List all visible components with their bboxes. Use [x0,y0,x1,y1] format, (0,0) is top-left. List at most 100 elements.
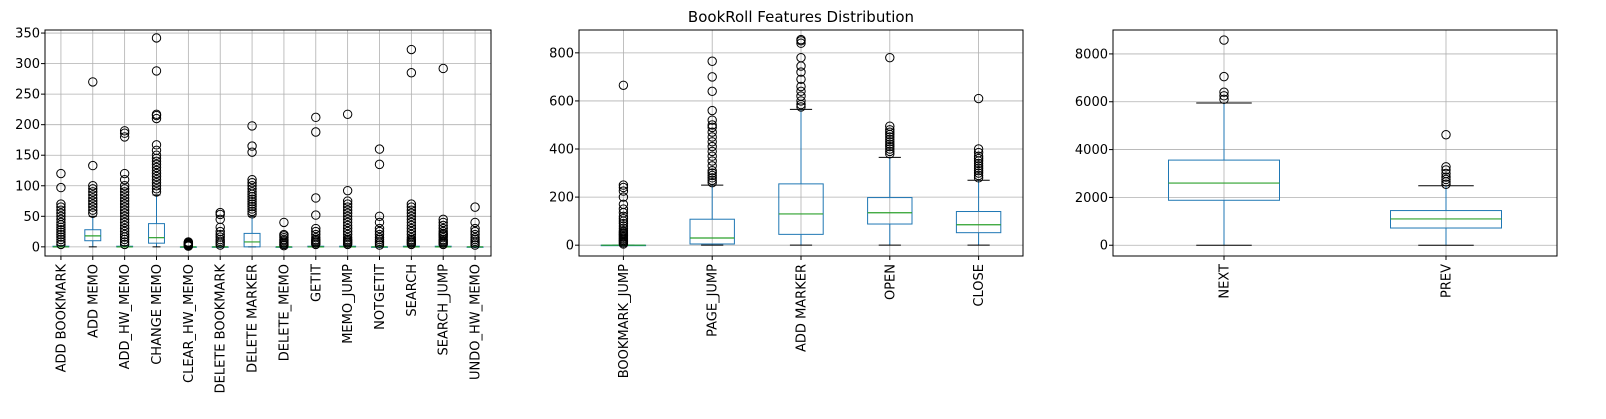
outlier-point [885,132,895,142]
outlier-point [151,184,162,194]
outlier-point [56,234,66,245]
outlier-point [885,144,895,154]
outlier-point [470,217,480,228]
outlier-point [247,121,257,131]
outlier-point [1219,91,1229,101]
x-tick-label: MEMO_JUMP [341,264,356,344]
outlier-point [247,147,257,157]
outlier-point [342,211,353,221]
outlier-point [438,63,448,74]
outlier-point [342,196,353,206]
iqr-box [84,229,102,242]
outlier-point [119,214,130,225]
x-tick-label: PREV [1440,264,1455,298]
x-tick-label: CLEAR_HW_MEMO [182,264,197,383]
box-getit [307,112,325,250]
outlier-point [247,204,257,214]
outlier-point [374,159,385,170]
outlier-point [342,217,353,228]
outlier-point [119,226,130,237]
outlier-point [796,81,806,92]
outlier-point [247,187,257,197]
outlier-point [88,202,98,212]
outlier-point [215,214,225,225]
outlier-point [247,194,257,204]
outlier-point [618,180,629,190]
outlier-point [438,223,448,234]
outlier-point [406,199,417,209]
outlier-point [1441,165,1451,175]
outlier-point [56,168,66,179]
outlier-point [707,151,717,161]
outlier-point [56,211,66,221]
outlier-point [56,232,66,242]
outlier-point [707,137,717,147]
outlier-point [707,127,717,137]
outlier-point [618,223,629,234]
outlier-point [618,214,629,224]
outlier-point [1219,35,1229,45]
outlier-point [151,156,162,167]
box-delete-bookmark [211,207,229,250]
outlier-point [56,199,66,209]
y-tick-label: 100 [15,179,40,194]
outlier-point [311,223,321,234]
outlier-point [406,208,417,218]
y-tick-label: 6000 [1075,95,1108,110]
axes-frame [44,29,492,257]
outlier-point [1441,168,1451,179]
outlier-point [247,184,257,194]
outlier-point [973,161,984,171]
x-tick-label: OPEN [883,264,898,300]
box-search [402,44,420,250]
outlier-point [796,52,806,63]
box-undo-hw-memo [466,202,484,250]
outlier-point [438,220,448,231]
outlier-point [796,38,806,48]
outlier-point [247,206,257,217]
x-tick-label: PAGE_JUMP [706,264,721,337]
outlier-point [707,115,717,125]
outlier-point [151,150,162,160]
iqr-box [1168,159,1280,201]
outlier-point [215,226,225,237]
box-close [955,93,1002,246]
outlier-point [1219,71,1229,82]
y-tick-label: 300 [15,57,40,72]
outlier-point [151,178,162,188]
outlier-point [247,201,257,212]
box-clear-hw-memo [179,237,197,251]
outlier-point [618,186,629,196]
outlier-point [56,227,66,237]
box-prev [1390,130,1502,246]
outlier-point [56,214,66,225]
outlier-point [215,232,225,242]
iqr-box [689,218,735,245]
outlier-point [406,202,417,212]
box-open [867,52,913,246]
outlier-point [707,132,717,142]
outlier-point [973,173,984,183]
subplot-2: 0 200 400 600 800 BOOKMARK_JUMP PAGE_JUMP ADD M… [549,29,1024,378]
outlier-point [215,207,225,218]
x-tick-label: CLOSE [972,264,987,307]
x-tick-label: ADD MEMO [86,264,101,338]
outlier-point [151,33,162,43]
outlier-point [119,184,130,194]
outlier-point [406,232,417,243]
outlier-point [247,178,257,188]
outlier-point [88,208,98,218]
outlier-point [215,229,225,240]
outlier-point [88,190,98,200]
outlier-point [885,146,895,157]
box-bookmark-jump [600,80,647,249]
outlier-point [796,86,806,97]
outlier-point [406,226,417,237]
iqr-box [955,211,1002,234]
box-add-memo [84,77,102,248]
outlier-point [88,187,98,197]
subplot-1: 0 50 100 150 200 250 300 350 ADD BOOKMARK ADD MEM… [15,27,492,393]
outlier-point [151,171,162,182]
x-tick-label: SEARCH [405,264,420,317]
outlier-point [885,149,895,159]
